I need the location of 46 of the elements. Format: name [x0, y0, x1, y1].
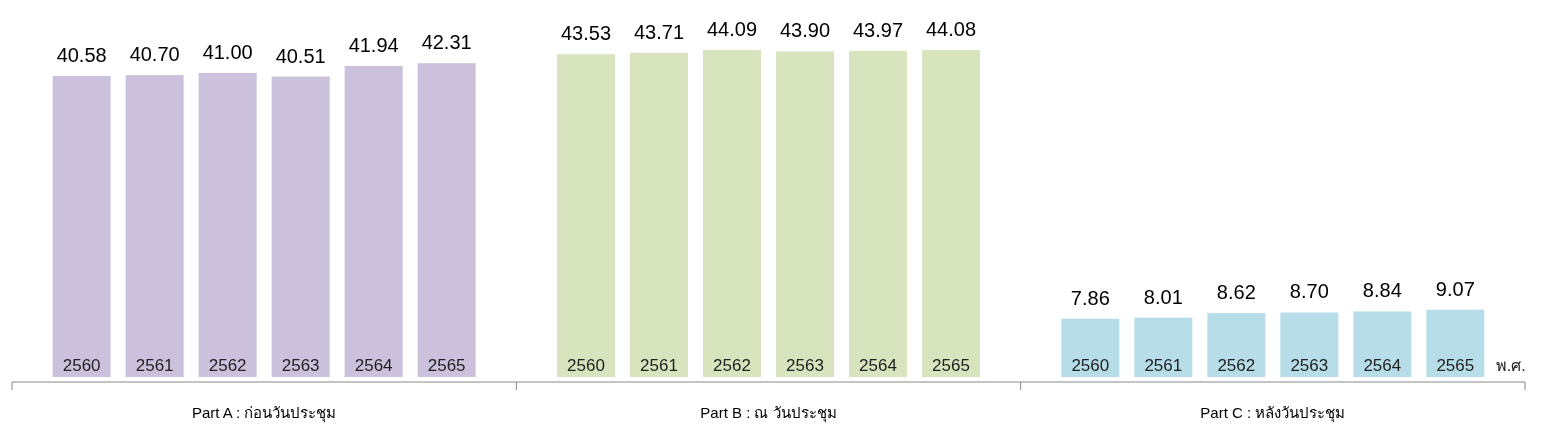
data-label: 44.09: [706, 18, 758, 40]
x-tick-label: 2565: [1436, 356, 1475, 375]
text: พ.ศ.: [1495, 357, 1526, 374]
x-tick-label: 2560: [567, 356, 605, 375]
x-axis-title: Part A : ก่อนวันประชุม: [191, 404, 337, 423]
data-label: 8.62: [1216, 281, 1256, 304]
data-label: 40.58: [56, 44, 107, 67]
x-tick-label: 2561: [135, 356, 174, 375]
x-tick-label: 2565: [427, 356, 466, 375]
bar: [1207, 313, 1266, 377]
bar: [1134, 317, 1193, 377]
bar: [1280, 312, 1339, 377]
data-label: 8.01: [1143, 285, 1183, 308]
x-tick-label: 2564: [1363, 356, 1402, 375]
x-tick-label: 2565: [932, 356, 970, 375]
x-tick-label: 2562: [713, 356, 751, 375]
bar: [1353, 311, 1412, 377]
x-tick-label: 2563: [786, 356, 824, 375]
data-label: 41.94: [348, 33, 399, 56]
data-label: 43.53: [560, 22, 612, 45]
data-label: 40.51: [275, 44, 326, 67]
data-label: 7.86: [1070, 286, 1110, 309]
x-tick-label: 2564: [354, 356, 393, 375]
data-label: 43.90: [779, 19, 831, 42]
data-label: 43.97: [852, 18, 904, 41]
data-label: 44.08: [925, 18, 977, 41]
bar: [1061, 318, 1120, 377]
x-axis-title: Part B : ณ วันประชุม: [700, 404, 837, 423]
data-label: 9.07: [1435, 277, 1475, 300]
data-label: 8.70: [1289, 280, 1329, 303]
x-tick-label: 2561: [1144, 356, 1183, 375]
data-label: 8.84: [1362, 279, 1402, 302]
bar: [1426, 309, 1485, 377]
data-label: 43.71: [633, 20, 685, 43]
data-label: 40.70: [129, 43, 180, 66]
x-tick-label: 2560: [62, 356, 101, 375]
x-tick-label: 2563: [1290, 356, 1329, 375]
x-tick-label: 2562: [208, 356, 247, 375]
x-tick-label: 2563: [281, 356, 320, 375]
x-tick-label: 2564: [859, 356, 897, 375]
x-tick-label: 2562: [1217, 356, 1256, 375]
x-axis-title: Part C : หลังวันประชุม: [1200, 404, 1346, 423]
x-tick-label: 2561: [640, 356, 678, 375]
data-label: 41.00: [202, 40, 253, 63]
data-label: 42.31: [421, 31, 472, 54]
x-tick-label: 2560: [1071, 356, 1110, 375]
